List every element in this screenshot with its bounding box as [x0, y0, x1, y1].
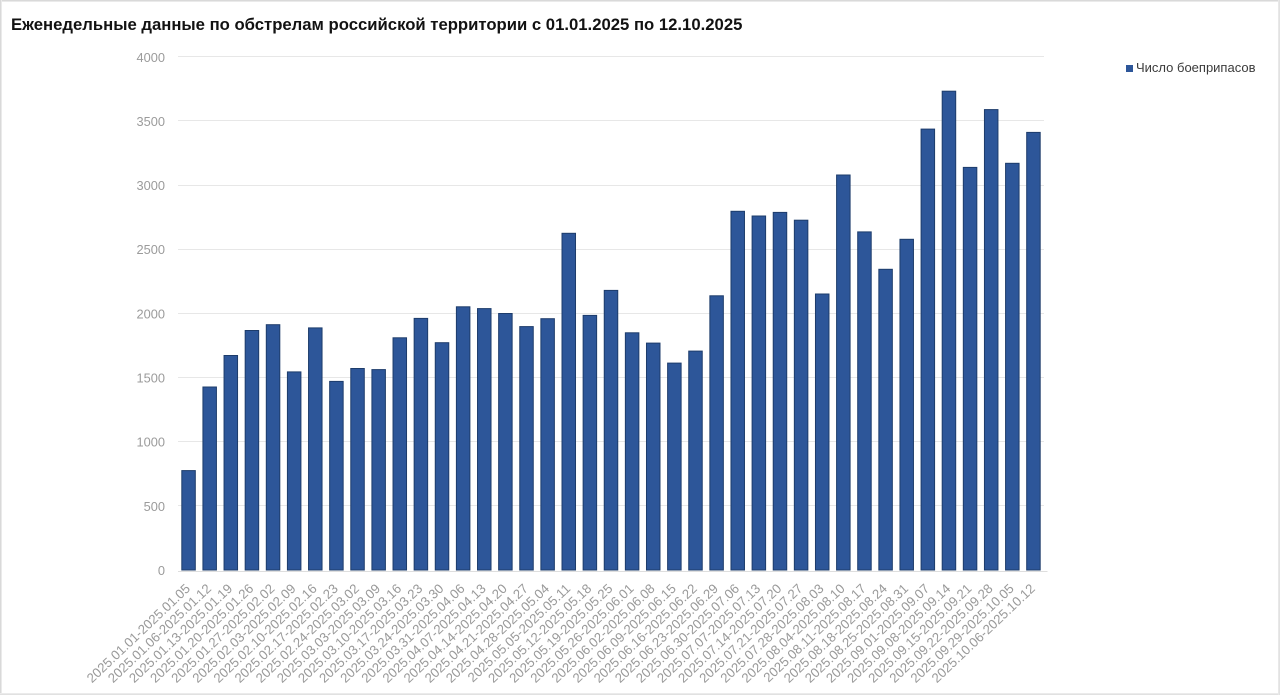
svg-text:0: 0 — [158, 563, 165, 578]
svg-text:3500: 3500 — [137, 114, 165, 129]
svg-text:3000: 3000 — [137, 178, 165, 193]
svg-text:500: 500 — [144, 499, 165, 514]
svg-text:1500: 1500 — [137, 371, 165, 386]
svg-text:1000: 1000 — [137, 435, 165, 450]
svg-text:4000: 4000 — [137, 50, 165, 65]
svg-text:2000: 2000 — [137, 306, 165, 321]
svg-text:2500: 2500 — [137, 242, 165, 257]
